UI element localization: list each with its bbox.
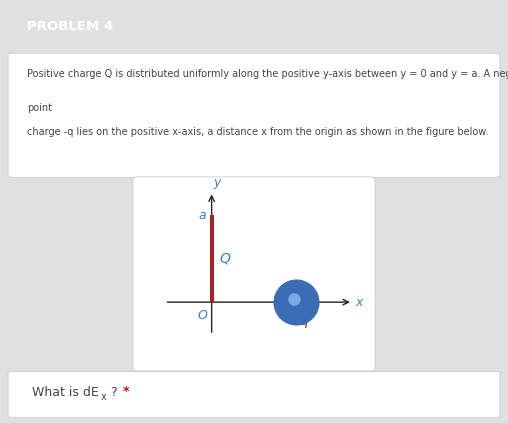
Point xyxy=(290,296,298,303)
Bar xyxy=(209,215,214,302)
Text: *: * xyxy=(122,385,129,398)
FancyBboxPatch shape xyxy=(133,177,375,371)
Text: Positive charge Q is distributed uniformly along the positive y-axis between y =: Positive charge Q is distributed uniform… xyxy=(27,69,508,80)
FancyBboxPatch shape xyxy=(8,53,500,177)
Text: charge -q lies on the positive x-axis, a distance x from the origin as shown in : charge -q lies on the positive x-axis, a… xyxy=(27,127,489,137)
Text: What is dE: What is dE xyxy=(32,386,99,399)
Text: ?: ? xyxy=(110,386,116,399)
Text: x: x xyxy=(100,392,106,402)
Text: x: x xyxy=(355,296,363,309)
Text: − q: − q xyxy=(287,315,309,328)
FancyBboxPatch shape xyxy=(8,371,500,418)
Text: point: point xyxy=(27,103,52,113)
Text: Q: Q xyxy=(219,252,231,266)
Text: a: a xyxy=(199,209,206,222)
Text: y: y xyxy=(213,176,221,189)
Text: PROBLEM 4: PROBLEM 4 xyxy=(27,20,113,33)
Point xyxy=(292,299,300,305)
Text: O: O xyxy=(198,309,207,322)
